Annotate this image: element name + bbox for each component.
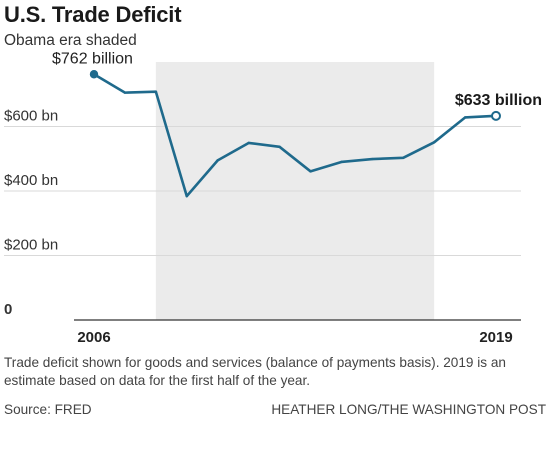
data-point: [247, 141, 250, 145]
data-point: [309, 170, 312, 173]
y-tick-label: $400 bn: [4, 172, 58, 189]
source-credit: Source: FRED: [4, 402, 92, 417]
start-value-label: $762 billion: [52, 50, 133, 67]
data-point: [185, 194, 188, 198]
data-point: [154, 90, 158, 93]
author-credit: HEATHER LONG/THE WASHINGTON POST: [271, 402, 546, 417]
x-axis-labels: 2006 2019: [77, 329, 512, 346]
annotations: $762 billion $633 billion: [52, 50, 542, 121]
data-point: [432, 141, 436, 144]
y-axis-labels: 0 $200 bn $400 bn $600 bn: [4, 108, 58, 319]
x-tick-label: 2006: [77, 329, 110, 346]
data-point: [402, 156, 405, 159]
trade-deficit-line: [93, 73, 497, 198]
y-tick-label: $200 bn: [4, 237, 58, 254]
data-point: [463, 116, 467, 119]
data-point: [123, 91, 127, 94]
end-value-label: $633 billion: [455, 92, 542, 109]
gridlines: [4, 126, 521, 256]
data-point: [278, 145, 281, 149]
y-tick-label: 0: [4, 301, 12, 318]
x-tick-label: 2019: [479, 329, 512, 346]
start-point-marker: [89, 70, 99, 79]
chart-title: U.S. Trade Deficit: [4, 2, 182, 27]
data-point: [216, 159, 219, 162]
end-point-marker: [491, 110, 501, 121]
chart-subtitle: Obama era shaded: [4, 32, 137, 49]
y-tick-label: $600 bn: [4, 108, 58, 125]
data-point: [371, 157, 374, 161]
data-point: [340, 160, 343, 164]
trade-deficit-chart: 0 $200 bn $400 bn $600 bn 2006 2019 $762 bil…: [4, 50, 542, 346]
chart-note: Trade deficit shown for goods and servic…: [4, 355, 506, 388]
